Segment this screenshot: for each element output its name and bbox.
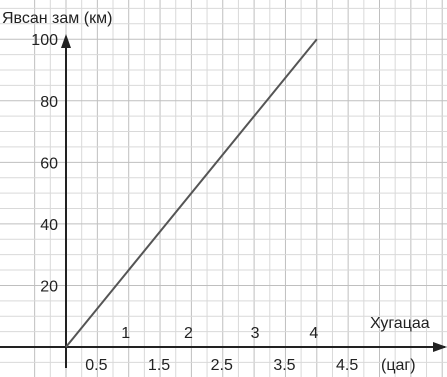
x-tick-label-integer: 2 xyxy=(184,325,193,342)
x-tick-label-integer: 1 xyxy=(121,325,130,342)
x-tick-label-half: 4.5 xyxy=(336,357,358,374)
y-tick-label: 20 xyxy=(40,278,58,295)
y-axis-label: Явсан зам (км) xyxy=(2,10,112,27)
x-tick-label-half: 3.5 xyxy=(273,357,295,374)
y-tick-label: 80 xyxy=(40,94,58,111)
x-tick-label-integer: 3 xyxy=(251,325,260,342)
x-tick-label-integer: 4 xyxy=(309,325,318,342)
x-tick-label-half: 2.5 xyxy=(211,357,233,374)
y-axis-arrow-icon xyxy=(61,34,71,48)
x-axis-unit: (цаг) xyxy=(381,357,416,374)
axes xyxy=(0,34,447,368)
x-tick-labels-half: 0.5 1.5 2.5 3.5 4.5 xyxy=(85,357,358,374)
y-tick-label: 40 xyxy=(40,217,58,234)
y-tick-labels: 20 40 60 80 100 xyxy=(31,32,58,295)
x-axis-label: Хугацаа xyxy=(370,315,430,332)
x-tick-label-half: 0.5 xyxy=(85,357,107,374)
x-tick-label-half: 1.5 xyxy=(148,357,170,374)
series-layer xyxy=(65,38,318,348)
y-tick-label: 100 xyxy=(31,32,58,49)
x-tick-labels-integer: 1 2 3 4 xyxy=(121,325,318,342)
x-axis-arrow-icon xyxy=(433,342,447,352)
y-tick-label: 60 xyxy=(40,155,58,172)
series-line xyxy=(65,38,318,348)
